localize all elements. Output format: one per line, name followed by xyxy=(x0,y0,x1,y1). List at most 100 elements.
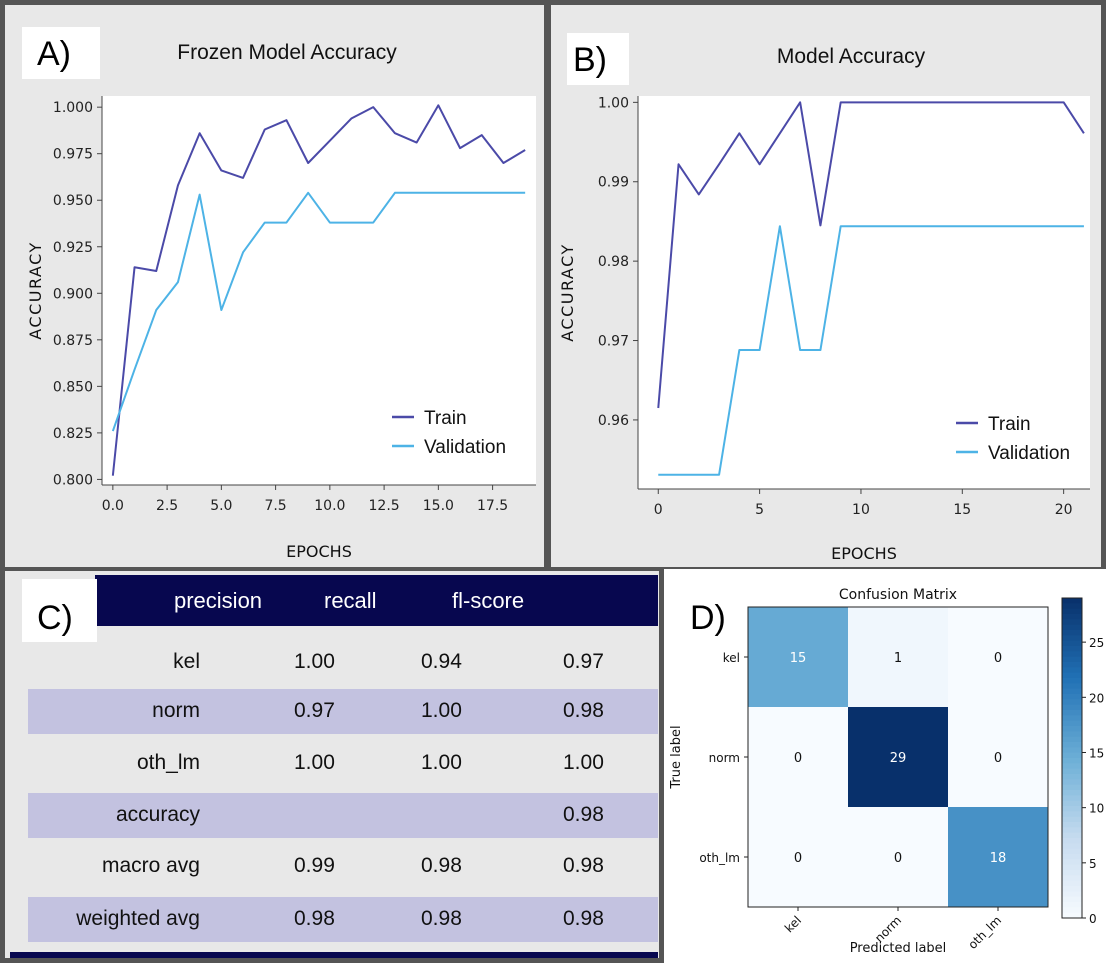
y-tick-label: kel xyxy=(723,651,740,665)
colorbar-segment xyxy=(1062,816,1082,823)
cell-value: 0 xyxy=(994,651,1002,666)
cell-value: 15 xyxy=(790,651,807,666)
x-tick-label: 15.0 xyxy=(423,498,454,514)
y-tick-label: 0.975 xyxy=(53,147,93,163)
colorbar-segment xyxy=(1062,715,1082,722)
colorbar-segment xyxy=(1062,832,1082,839)
y-tick-label: oth_lm xyxy=(699,851,740,865)
colorbar-segment xyxy=(1062,608,1082,615)
model-accuracy-chart: Model Accuracy 0.96 0.97 0.98 0.99 1.00 0 5 10 15… xyxy=(558,45,1090,563)
x-tick-label: 0 xyxy=(654,502,663,518)
col-header-recall: recall xyxy=(324,588,377,613)
colorbar-segment xyxy=(1062,907,1082,914)
x-tick-label: 5 xyxy=(755,502,764,518)
y-axis-label: ACCURACY xyxy=(558,243,577,342)
colorbar-tick-label: 5 xyxy=(1089,857,1097,871)
panel-c: precision recall fl-score kel 1.00 0.94 0.9… xyxy=(0,567,664,963)
panel-b-label: B) xyxy=(567,33,629,85)
colorbar-segment xyxy=(1062,902,1082,908)
heatmap-cell xyxy=(748,607,848,707)
col-header-f1-score: fl-score xyxy=(452,588,525,613)
y-tick-label: 0.925 xyxy=(53,240,93,256)
x-tick-label: 10.0 xyxy=(314,498,345,514)
cell-f1-score: 0.98 xyxy=(563,803,604,826)
colorbar-segment xyxy=(1062,891,1082,898)
colorbar-segment xyxy=(1062,795,1082,802)
colorbar-segment xyxy=(1062,667,1082,674)
colorbar-segment xyxy=(1062,822,1082,828)
colorbar-segment xyxy=(1062,758,1082,764)
colorbar-segment xyxy=(1062,694,1082,700)
x-tick-label: 17.5 xyxy=(477,498,508,514)
colorbar-segment xyxy=(1062,752,1082,759)
colorbar-segment xyxy=(1062,854,1082,860)
table-row: oth_lm 1.00 1.00 1.00 xyxy=(28,741,658,786)
heatmap-cell xyxy=(948,707,1048,807)
colorbar-segment xyxy=(1062,848,1082,855)
colorbar-segment xyxy=(1062,603,1082,610)
colorbar-segment xyxy=(1062,747,1082,754)
series-line-validation xyxy=(658,225,1084,476)
y-tick-label: 0.99 xyxy=(598,175,629,191)
table-row: norm 0.97 1.00 0.98 xyxy=(28,689,658,734)
heatmap-cell xyxy=(748,807,848,907)
colorbar-segment xyxy=(1062,614,1082,620)
y-tick-label: 0.825 xyxy=(53,426,93,442)
y-tick-label: 0.800 xyxy=(53,472,93,488)
chart-title: Model Accuracy xyxy=(777,45,926,68)
table-row: kel 1.00 0.94 0.97 xyxy=(28,640,658,685)
x-tick-label: 7.5 xyxy=(264,498,286,514)
series-line-train xyxy=(111,104,526,476)
y-tick-label: 1.000 xyxy=(53,100,93,116)
y-tick-label: 0.900 xyxy=(53,286,93,302)
colorbar-segment xyxy=(1062,656,1082,663)
cell-recall: 1.00 xyxy=(421,751,462,774)
cell-value: 29 xyxy=(890,751,907,766)
row-label: oth_lm xyxy=(136,751,200,774)
colorbar-segment xyxy=(1062,838,1082,844)
colorbar-segment xyxy=(1062,806,1082,812)
y-axis-label: True label xyxy=(669,725,684,789)
colorbar-segment xyxy=(1062,635,1082,642)
colorbar-segment xyxy=(1062,864,1082,871)
panel-d-label: D) xyxy=(690,599,726,637)
cell-f1-score: 0.97 xyxy=(563,650,604,673)
colorbar-segment xyxy=(1062,646,1082,652)
colorbar-segment xyxy=(1062,630,1082,636)
cell-recall: 1.00 xyxy=(421,699,462,722)
panel-c-label: C) xyxy=(22,579,97,642)
colorbar-segment xyxy=(1062,880,1082,887)
colorbar-segment xyxy=(1062,624,1082,631)
colorbar-frame xyxy=(1061,597,1083,919)
x-axis-label: EPOCHS xyxy=(286,542,352,561)
cell-precision: 0.98 xyxy=(294,907,335,930)
x-axis-label: EPOCHS xyxy=(831,544,897,563)
legend-label-train: Train xyxy=(988,414,1031,435)
cell-recall: 0.98 xyxy=(421,854,462,877)
colorbar-segment xyxy=(1062,774,1082,780)
row-label: norm xyxy=(152,699,200,722)
series-line-train xyxy=(657,101,1085,409)
heatmap-cell xyxy=(948,607,1048,707)
colorbar-segment xyxy=(1062,875,1082,882)
chart-title: Frozen Model Accuracy xyxy=(177,41,397,64)
cell-precision: 0.99 xyxy=(294,854,335,877)
heatmap-cell xyxy=(848,707,948,807)
colorbar-segment xyxy=(1062,672,1082,679)
colorbar-segment xyxy=(1062,720,1082,727)
colorbar-segment xyxy=(1062,800,1082,807)
row-label: accuracy xyxy=(115,803,200,826)
panel-d: Confusion Matrix 15 1 0 0 29 0 0 0 18 kel kel norm no… xyxy=(664,569,1106,963)
colorbar-segment xyxy=(1062,859,1082,866)
colorbar-segment xyxy=(1062,779,1082,786)
colorbar-tick-label: 0 xyxy=(1089,912,1097,926)
cell-precision: 1.00 xyxy=(294,650,335,673)
cell-value: 0 xyxy=(794,851,802,866)
heatmap-cell xyxy=(948,807,1048,907)
cell-f1-score: 0.98 xyxy=(563,699,604,722)
colorbar-segment xyxy=(1062,843,1082,850)
colorbar-segment xyxy=(1062,699,1082,706)
x-tick-label: 0.0 xyxy=(102,498,124,514)
row-label: weighted avg xyxy=(76,907,200,930)
series-line-validation xyxy=(111,191,526,432)
